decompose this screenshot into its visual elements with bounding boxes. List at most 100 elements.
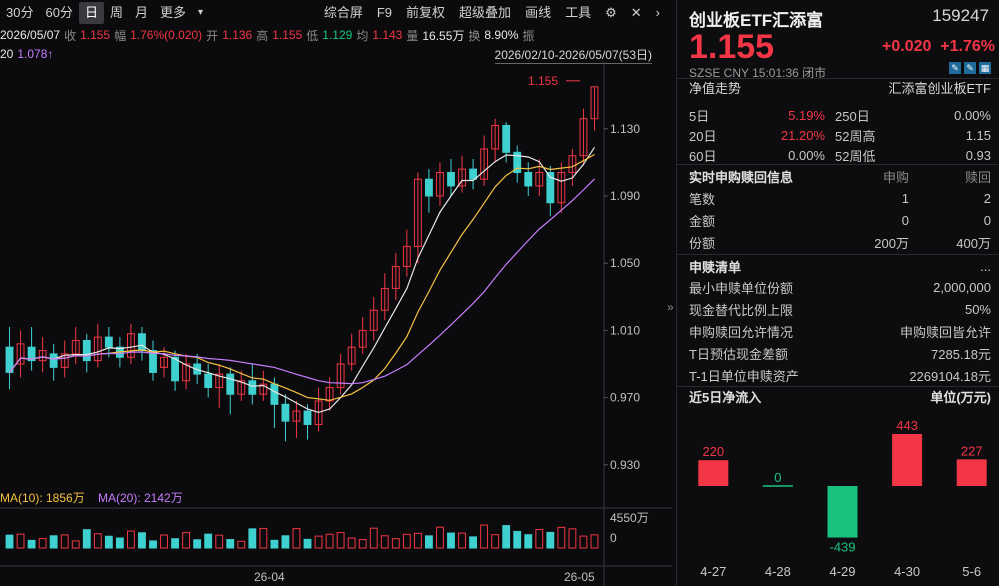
netflow-category: 4-29	[829, 564, 855, 579]
period-30min[interactable]: 30分	[6, 5, 34, 20]
chevron-right-icon[interactable]: ›	[655, 5, 660, 20]
candle-body	[502, 124, 511, 153]
date-range[interactable]: 2026/02/10-2026/05/07(53日)	[494, 48, 652, 64]
volume-bar	[502, 525, 511, 549]
candle-body	[27, 346, 36, 362]
list-more-button[interactable]: ...	[980, 258, 991, 274]
period-month[interactable]: 月	[134, 5, 148, 20]
candle-body	[149, 350, 157, 373]
volume-bar	[314, 535, 323, 549]
netflow-value: 227	[961, 443, 983, 458]
ma20-value: 1.078↑	[17, 47, 54, 61]
candle-body	[171, 356, 179, 382]
candle-body	[369, 309, 378, 331]
collapse-arrow-icon[interactable]: »	[667, 300, 674, 314]
candle-body	[413, 178, 422, 247]
candle-body	[204, 373, 213, 389]
forward-adjust-button[interactable]: 前复权	[406, 5, 446, 20]
volume-bar	[115, 537, 124, 549]
date-tick: 26-04	[254, 570, 285, 584]
candle-body	[436, 171, 444, 197]
last-price-label: 1.155	[528, 74, 558, 88]
candlestick-chart[interactable]: 1.130 1.090 1.050 1.010 0.970 0.930 MA(10): 1…	[0, 0, 672, 586]
candle-body	[469, 168, 477, 180]
fund-code: 159247	[932, 6, 989, 25]
gear-icon[interactable]: ⚙	[605, 5, 617, 20]
volume-bar	[358, 539, 367, 549]
chevron-down-icon[interactable]: ▾	[198, 7, 204, 18]
volume-bar	[215, 534, 224, 549]
vol-axis-bottom: 0	[610, 531, 617, 545]
period-day[interactable]: 日	[78, 2, 104, 24]
bar-amplitude: 1.76%(0.020)	[130, 28, 203, 42]
edit-icon[interactable]: ✎	[949, 62, 961, 74]
volume-bar	[546, 531, 555, 549]
candle-body	[347, 346, 356, 365]
volume-bar	[71, 540, 80, 549]
f9-button[interactable]: F9	[376, 5, 393, 20]
netflow-value: 443	[896, 418, 918, 433]
grid-icon[interactable]: ▦	[979, 62, 991, 74]
volume-bar	[469, 536, 477, 549]
note-icon[interactable]: ✎	[964, 62, 976, 74]
volume-bar	[292, 528, 301, 549]
volume-bar	[303, 538, 312, 549]
price-tick: 1.010	[610, 323, 640, 337]
candle-body	[215, 373, 224, 389]
bar-avg: 1.143	[372, 28, 403, 42]
volume-bar	[391, 538, 400, 549]
candle-body	[303, 410, 312, 425]
netflow-category: 4-28	[765, 564, 791, 579]
volume-bar	[336, 532, 345, 549]
bar-turnover: 8.90%	[484, 28, 519, 42]
candle-body	[16, 343, 25, 365]
candle-body	[590, 86, 599, 120]
candle-body	[535, 171, 544, 187]
period-week[interactable]: 周	[109, 5, 123, 20]
volume-bar	[281, 535, 290, 549]
bar-date: 2026/05/07	[0, 28, 61, 42]
price-tick: 1.090	[610, 189, 640, 203]
volume-bar	[149, 540, 157, 549]
candle-body	[557, 171, 566, 204]
vol-ma20-label: MA(20): 2142万	[98, 491, 183, 505]
ma20-line	[9, 178, 595, 385]
candle-body	[391, 266, 400, 289]
combo-screen-button[interactable]: 综合屏	[323, 5, 363, 20]
period-more[interactable]: 更多	[159, 5, 186, 20]
volume-bar	[160, 534, 168, 549]
fund-name: 创业板ETF汇添富	[689, 11, 824, 30]
volume-bar	[480, 524, 489, 549]
candle-body	[458, 168, 466, 187]
current-price: 1.155	[689, 28, 775, 66]
volume-bar	[104, 535, 113, 549]
overlay-button[interactable]: 超级叠加	[459, 5, 512, 20]
volume-bar	[270, 539, 279, 549]
quote-infobar: 2026/05/07 收 1.155 幅 1.76%(0.020) 开 1.136 高…	[0, 28, 535, 43]
volume-bar	[82, 529, 91, 549]
candle-body	[380, 287, 389, 311]
netflow-value: 0	[774, 470, 781, 485]
netflow-value: 220	[702, 444, 724, 459]
draw-line-button[interactable]: 画线	[525, 5, 552, 20]
price-tick: 1.130	[610, 122, 640, 136]
ma-lines	[9, 146, 596, 414]
netflow-title: 近5日净流入	[689, 389, 762, 405]
volume-bar	[127, 530, 135, 549]
volume-bar	[369, 527, 378, 549]
bar-close: 1.155	[80, 28, 111, 42]
volume-bar	[524, 534, 533, 549]
volume-bar	[458, 532, 466, 549]
volume-bar	[237, 540, 246, 549]
candle-body	[270, 383, 279, 405]
period-60min[interactable]: 60分	[45, 5, 73, 20]
list-title: 申赎清单	[689, 259, 742, 275]
price-tick: 0.930	[610, 458, 640, 472]
candle-body	[314, 400, 323, 425]
nav-title[interactable]: 净值走势	[689, 80, 742, 96]
close-icon[interactable]: ✕	[630, 5, 642, 20]
tools-button[interactable]: 工具	[565, 5, 592, 20]
volume-bar	[425, 535, 433, 549]
volume-bar	[259, 527, 268, 549]
nav-fund-name: 汇添富创业板ETF	[888, 80, 991, 96]
